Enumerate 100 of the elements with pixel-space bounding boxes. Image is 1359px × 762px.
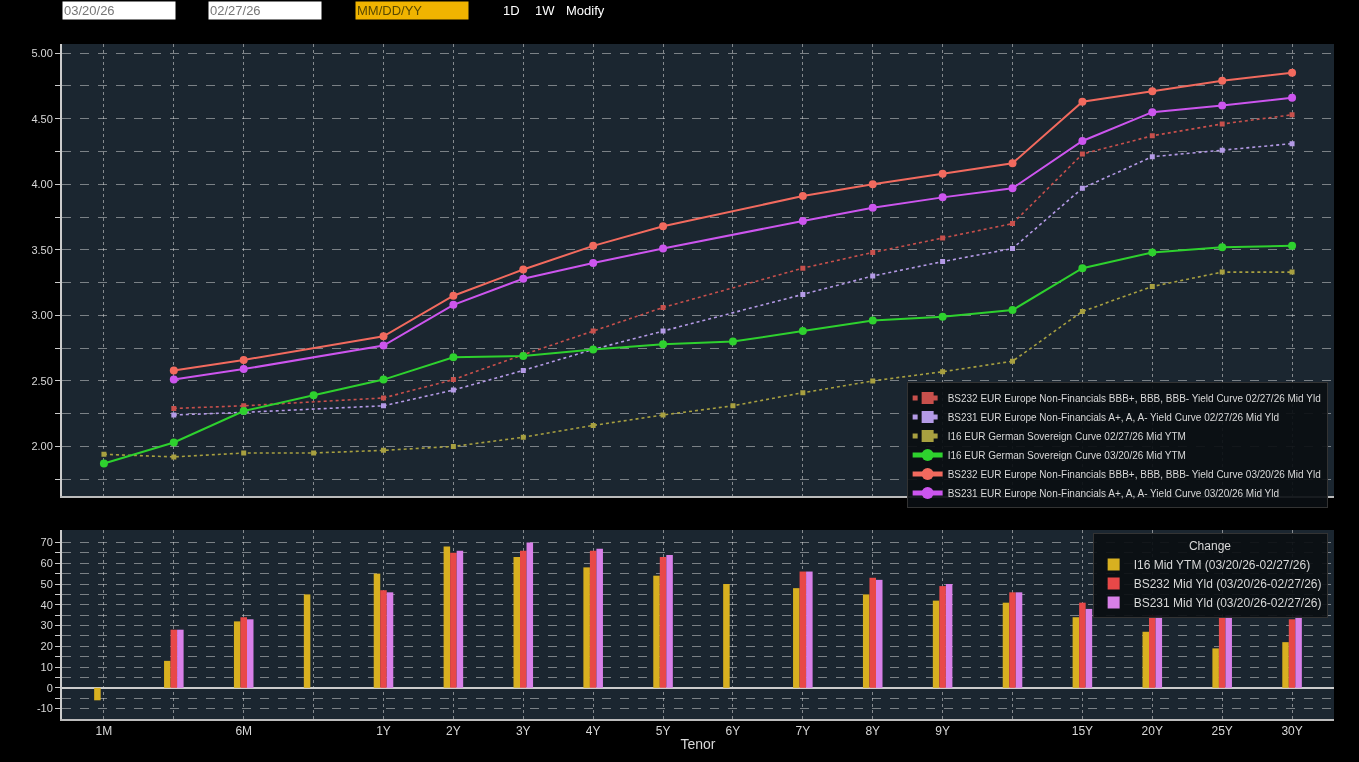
point <box>800 291 806 297</box>
point <box>171 405 177 411</box>
bar <box>233 621 241 688</box>
y-tick-label: 3.00 <box>31 309 53 322</box>
point <box>798 216 807 225</box>
point <box>520 367 526 373</box>
bar <box>589 550 597 688</box>
x-tick-label: 3Y <box>515 724 531 739</box>
bar <box>303 594 311 688</box>
point <box>520 434 526 440</box>
point <box>1288 93 1297 102</box>
y-tick-label: 30 <box>40 619 53 632</box>
point <box>728 337 737 346</box>
legend-label: BS231 EUR Europe Non-Financials A+, A, A- Yield Curve 02/27/26 Mid Yld <box>947 411 1280 423</box>
point <box>1008 184 1017 193</box>
point <box>800 390 806 396</box>
x-axis-title: Tenor <box>680 736 716 753</box>
x-tick-label: 20Y <box>1141 724 1163 739</box>
point <box>590 328 596 334</box>
point <box>379 332 388 341</box>
bar <box>793 588 800 688</box>
bar <box>1015 592 1023 688</box>
point <box>659 244 668 253</box>
point <box>450 387 456 393</box>
bar <box>520 550 527 688</box>
point <box>1219 147 1225 153</box>
x-tick-label: 4Y <box>585 724 601 739</box>
y-tick-label: 50 <box>40 577 53 590</box>
legend-label: BS231 EUR Europe Non-Financials A+, A, A- Yield Curve 03/20/26 Mid Yld <box>947 487 1280 499</box>
point <box>868 316 877 325</box>
point <box>868 180 877 189</box>
bar <box>1085 608 1093 688</box>
bar <box>945 584 953 688</box>
point <box>1289 141 1295 147</box>
x-tick-label: 1Y <box>376 724 391 739</box>
y-tick-label: 2.50 <box>31 374 53 387</box>
bar <box>240 617 247 688</box>
point <box>1078 97 1087 106</box>
bar <box>94 687 101 701</box>
bar <box>1002 602 1010 688</box>
text: 1W <box>535 3 556 18</box>
point <box>1149 154 1155 160</box>
y-tick-label: 20 <box>40 640 53 653</box>
point <box>169 438 178 447</box>
point <box>938 312 947 321</box>
point <box>1288 68 1297 77</box>
point <box>590 422 596 428</box>
point <box>1078 137 1087 145</box>
point <box>309 391 318 400</box>
y-tick-label: 10 <box>40 660 53 673</box>
point <box>938 193 947 202</box>
point <box>1149 133 1155 139</box>
point <box>659 222 668 231</box>
point <box>730 403 736 409</box>
point <box>1079 308 1085 314</box>
y-tick-label: 2.00 <box>31 440 53 453</box>
bar <box>1282 642 1289 688</box>
bar <box>1288 619 1296 688</box>
point <box>450 443 456 449</box>
point <box>519 274 528 283</box>
x-tick-label: 15Y <box>1071 724 1094 739</box>
bar <box>170 629 178 688</box>
point <box>1008 306 1017 315</box>
point <box>239 355 248 364</box>
point <box>379 341 388 350</box>
bar <box>1072 617 1080 688</box>
y-tick-label: 4.50 <box>31 112 53 125</box>
x-tick-label: 30Y <box>1281 724 1303 739</box>
bar <box>450 552 457 688</box>
x-tick-label: 5Y <box>655 724 671 739</box>
point <box>1218 243 1227 252</box>
text: 02/27/26 <box>210 3 261 18</box>
point <box>798 192 807 201</box>
point <box>1289 112 1295 118</box>
point <box>800 265 806 271</box>
bar <box>373 573 381 688</box>
bar <box>1009 592 1016 688</box>
point <box>660 412 666 418</box>
point <box>660 304 666 310</box>
bar <box>869 577 876 688</box>
x-tick-label: 1M <box>95 724 113 739</box>
y-tick-label: 0 <box>46 681 53 694</box>
bar <box>177 629 184 688</box>
bar <box>1142 631 1150 688</box>
bar <box>659 557 667 688</box>
point <box>870 273 876 279</box>
point <box>101 451 107 457</box>
point <box>171 412 177 418</box>
bar <box>513 557 521 688</box>
point <box>1288 241 1297 250</box>
point <box>798 327 807 336</box>
point <box>169 366 178 375</box>
text: Modify <box>566 3 605 18</box>
x-tick-label: 25Y <box>1211 724 1233 739</box>
x-tick-label: 6M <box>235 724 253 739</box>
point <box>1078 264 1087 273</box>
point <box>938 169 947 178</box>
bar <box>380 590 387 688</box>
y-tick-label: 4.00 <box>31 178 53 191</box>
legend-label: BS232 EUR Europe Non-Financials BBB+, BBB, BBB- Yield Curve 02/27/26 Mid Yld <box>947 392 1321 404</box>
